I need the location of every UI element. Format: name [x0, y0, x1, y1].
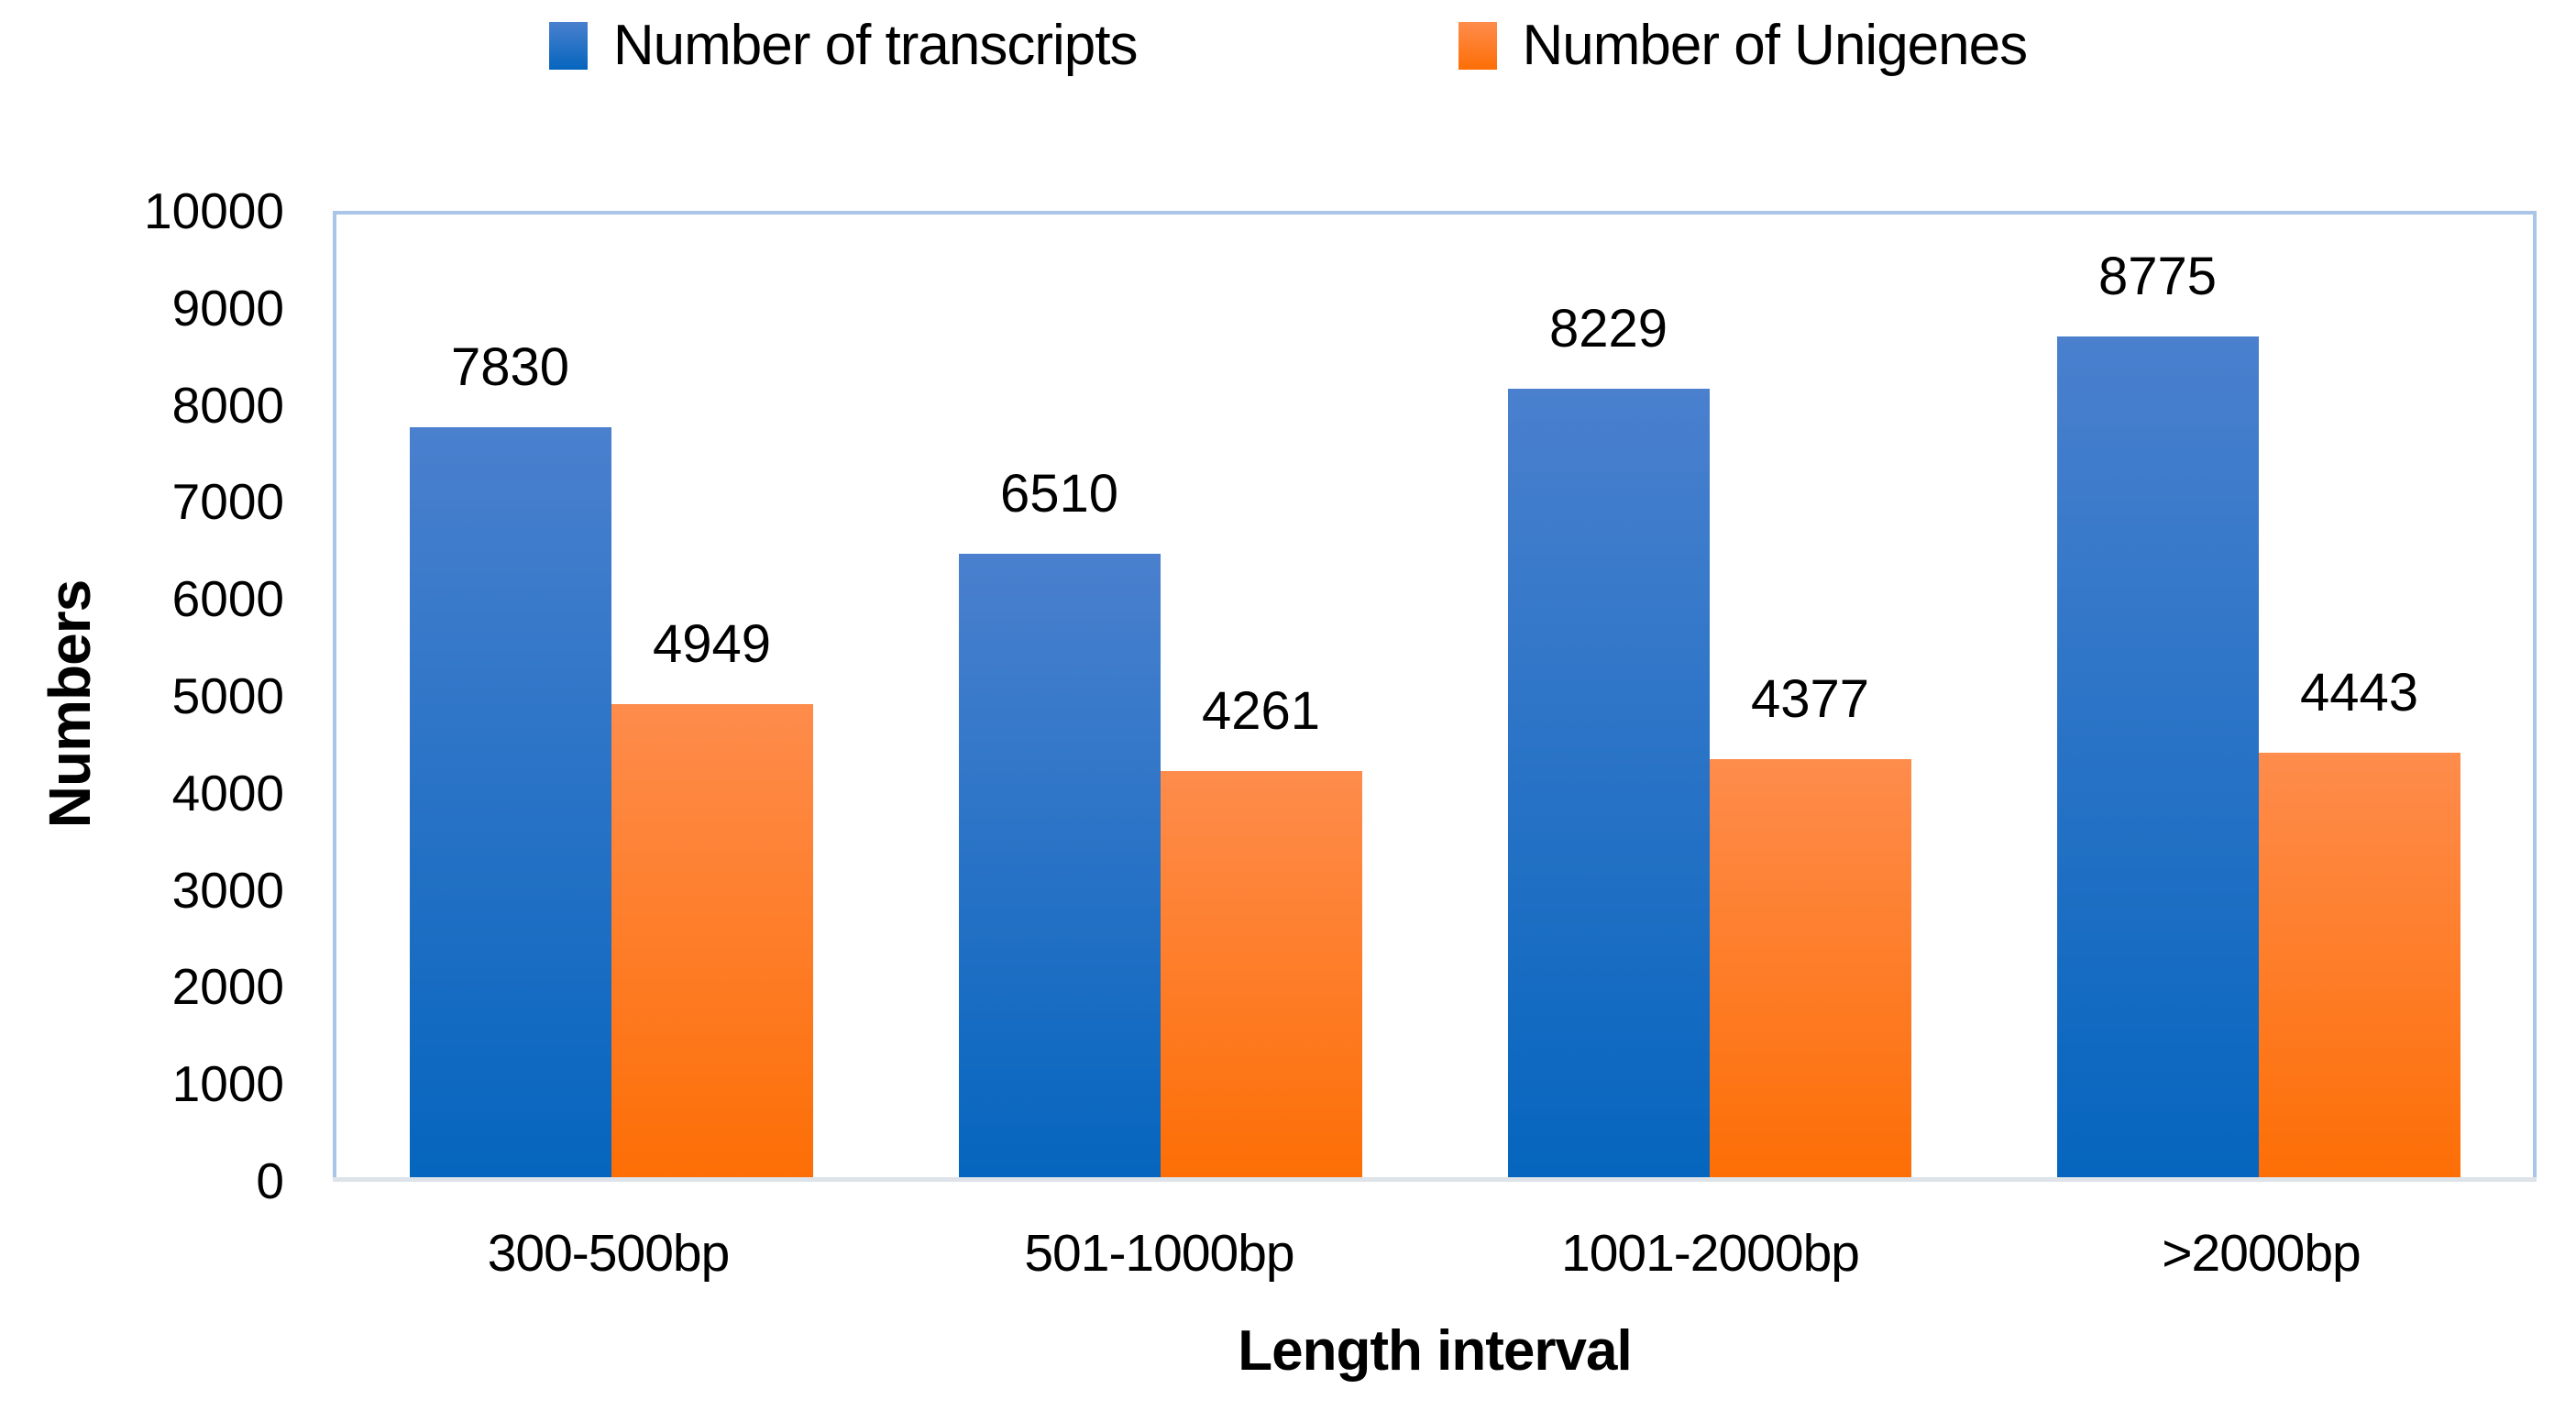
- legend-label-transcripts: Number of transcripts: [612, 14, 1139, 77]
- legend-item-transcripts: Number of transcripts: [548, 13, 1139, 78]
- bar: [1709, 759, 1911, 1181]
- plot-area: 7830 4949 6510 4261 8229 4377 8775 4443: [333, 211, 2537, 1181]
- bar-value-label: 6510: [999, 464, 1119, 524]
- bar: [1160, 771, 1362, 1181]
- x-tick-label: 501-1000bp: [1024, 1224, 1294, 1283]
- x-tick-label: 1001-2000bp: [1561, 1224, 1860, 1283]
- y-tick-label: 10000: [144, 182, 284, 239]
- legend-label-unigenes: Number of Unigenes: [1522, 14, 2029, 77]
- x-tick-label: >2000bp: [2162, 1224, 2361, 1283]
- bar-value-label: 8229: [1548, 299, 1668, 358]
- bar-value-label: 7830: [450, 337, 570, 397]
- bar-group: 6510 4261: [886, 215, 1435, 1181]
- bar: [2258, 753, 2460, 1181]
- bar: [1507, 389, 1710, 1181]
- x-tick-label: 300-500bp: [487, 1224, 731, 1283]
- x-axis-title: Length interval: [1238, 1319, 1632, 1383]
- y-tick-label: 0: [256, 1152, 284, 1209]
- x-axis-line: [333, 1177, 2537, 1182]
- y-tick-label: 3000: [171, 861, 284, 919]
- bar-value-label: 4261: [1201, 681, 1321, 741]
- legend-item-unigenes: Number of Unigenes: [1458, 13, 2029, 78]
- y-tick-label: 5000: [171, 667, 284, 724]
- bar-value-label: 4949: [652, 614, 772, 674]
- bar: [2056, 336, 2259, 1181]
- bar-group: 8775 4443: [1984, 215, 2533, 1181]
- legend-swatch-unigenes-icon: [1458, 21, 1497, 70]
- y-tick-label: 9000: [171, 279, 284, 336]
- bar-value-label: 4377: [1750, 669, 1870, 729]
- bar: [611, 704, 813, 1181]
- y-tick-label: 1000: [171, 1055, 284, 1113]
- y-tick-label: 7000: [171, 473, 284, 531]
- y-tick-label: 8000: [171, 376, 284, 434]
- legend-swatch-transcripts-icon: [548, 21, 588, 70]
- legend: Number of transcripts Number of Unigenes: [0, 13, 2576, 78]
- bar-group: 7830 4949: [336, 215, 886, 1181]
- y-tick-label: 6000: [171, 570, 284, 628]
- bar-value-label: 8775: [2097, 247, 2218, 306]
- bar: [958, 554, 1161, 1181]
- y-axis-tick-labels: 0 1000 2000 3000 4000 5000 6000 7000 8000 9000 100…: [0, 0, 284, 1411]
- bar: [409, 427, 611, 1181]
- x-axis-tick-labels: 300-500bp 501-1000bp 1001-2000bp >2000bp: [333, 1223, 2537, 1284]
- bar-group: 8229 4377: [1435, 215, 1984, 1181]
- bar-value-label: 4443: [2299, 663, 2419, 722]
- y-tick-label: 2000: [171, 958, 284, 1016]
- y-tick-label: 4000: [171, 764, 284, 821]
